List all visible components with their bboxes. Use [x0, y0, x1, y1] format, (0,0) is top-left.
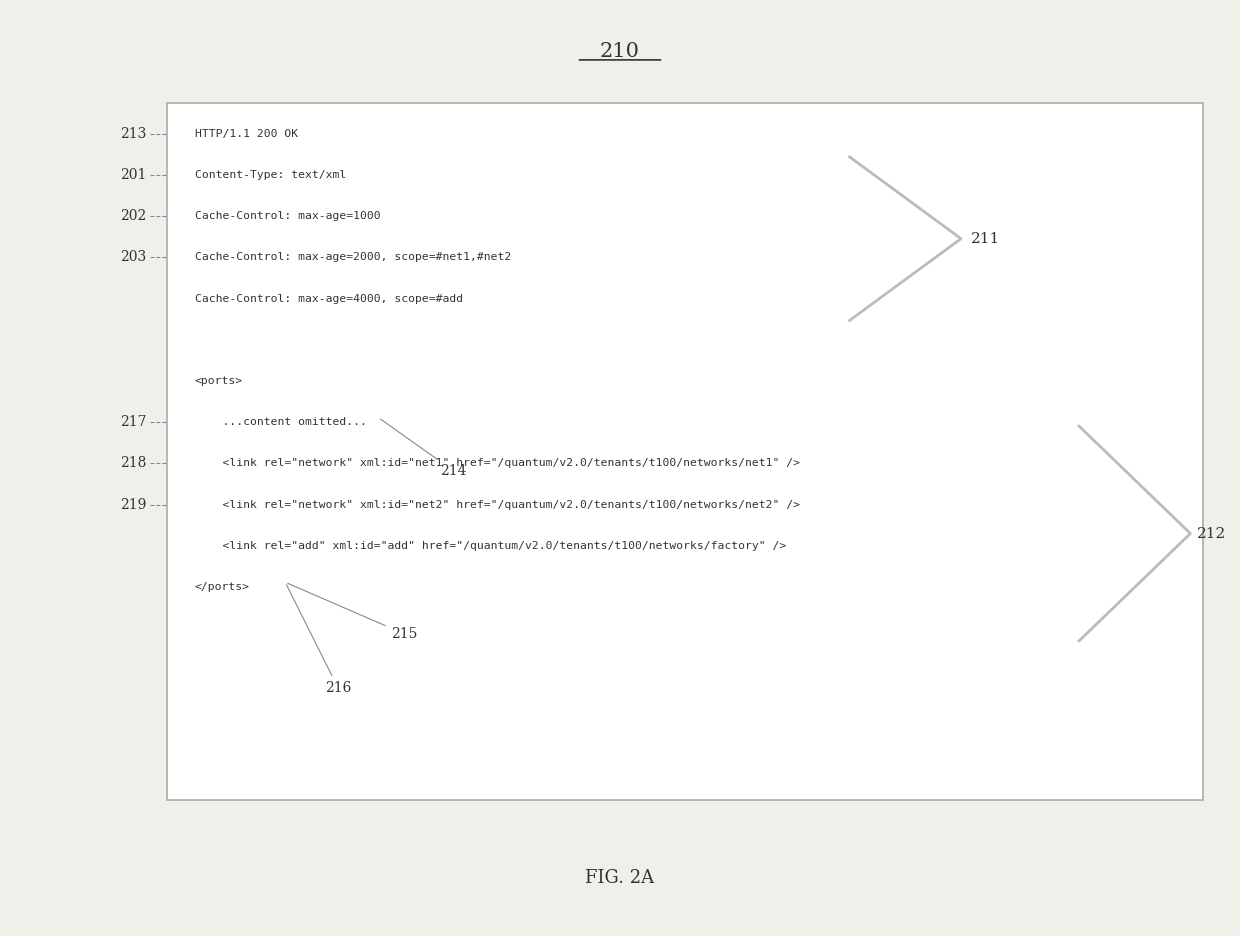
Text: Cache-Control: max-age=4000, scope=#add: Cache-Control: max-age=4000, scope=#add: [195, 294, 463, 303]
Text: 212: 212: [1197, 527, 1226, 540]
Text: </ports>: </ports>: [195, 582, 249, 592]
Text: 201: 201: [120, 168, 146, 182]
Text: 215: 215: [288, 583, 417, 640]
Text: 202: 202: [120, 210, 146, 223]
Text: <link rel="network" xml:id="net2" href="/quantum/v2.0/tenants/t100/networks/net2: <link rel="network" xml:id="net2" href="…: [195, 500, 800, 509]
Text: 213: 213: [120, 127, 146, 140]
Text: 214: 214: [381, 419, 466, 477]
Text: 217: 217: [120, 416, 146, 429]
Text: FIG. 2A: FIG. 2A: [585, 869, 655, 887]
Text: Content-Type: text/xml: Content-Type: text/xml: [195, 170, 346, 180]
Text: <ports>: <ports>: [195, 376, 243, 386]
Text: <link rel="network" xml:id="net1" href="/quantum/v2.0/tenants/t100/networks/net1: <link rel="network" xml:id="net1" href="…: [195, 459, 800, 468]
Text: Cache-Control: max-age=2000, scope=#net1,#net2: Cache-Control: max-age=2000, scope=#net1…: [195, 253, 511, 262]
Text: ...content omitted...: ...content omitted...: [195, 417, 367, 427]
Text: <link rel="add" xml:id="add" href="/quantum/v2.0/tenants/t100/networks/factory" : <link rel="add" xml:id="add" href="/quan…: [195, 541, 786, 550]
Text: 219: 219: [120, 498, 146, 511]
Text: 211: 211: [971, 232, 1001, 245]
Text: 218: 218: [120, 457, 146, 470]
Text: 210: 210: [600, 42, 640, 61]
Text: Cache-Control: max-age=1000: Cache-Control: max-age=1000: [195, 212, 381, 221]
Text: HTTP/1.1 200 OK: HTTP/1.1 200 OK: [195, 129, 298, 139]
Text: 216: 216: [286, 585, 351, 695]
Text: 203: 203: [120, 251, 146, 264]
Bar: [167, 103, 1203, 800]
